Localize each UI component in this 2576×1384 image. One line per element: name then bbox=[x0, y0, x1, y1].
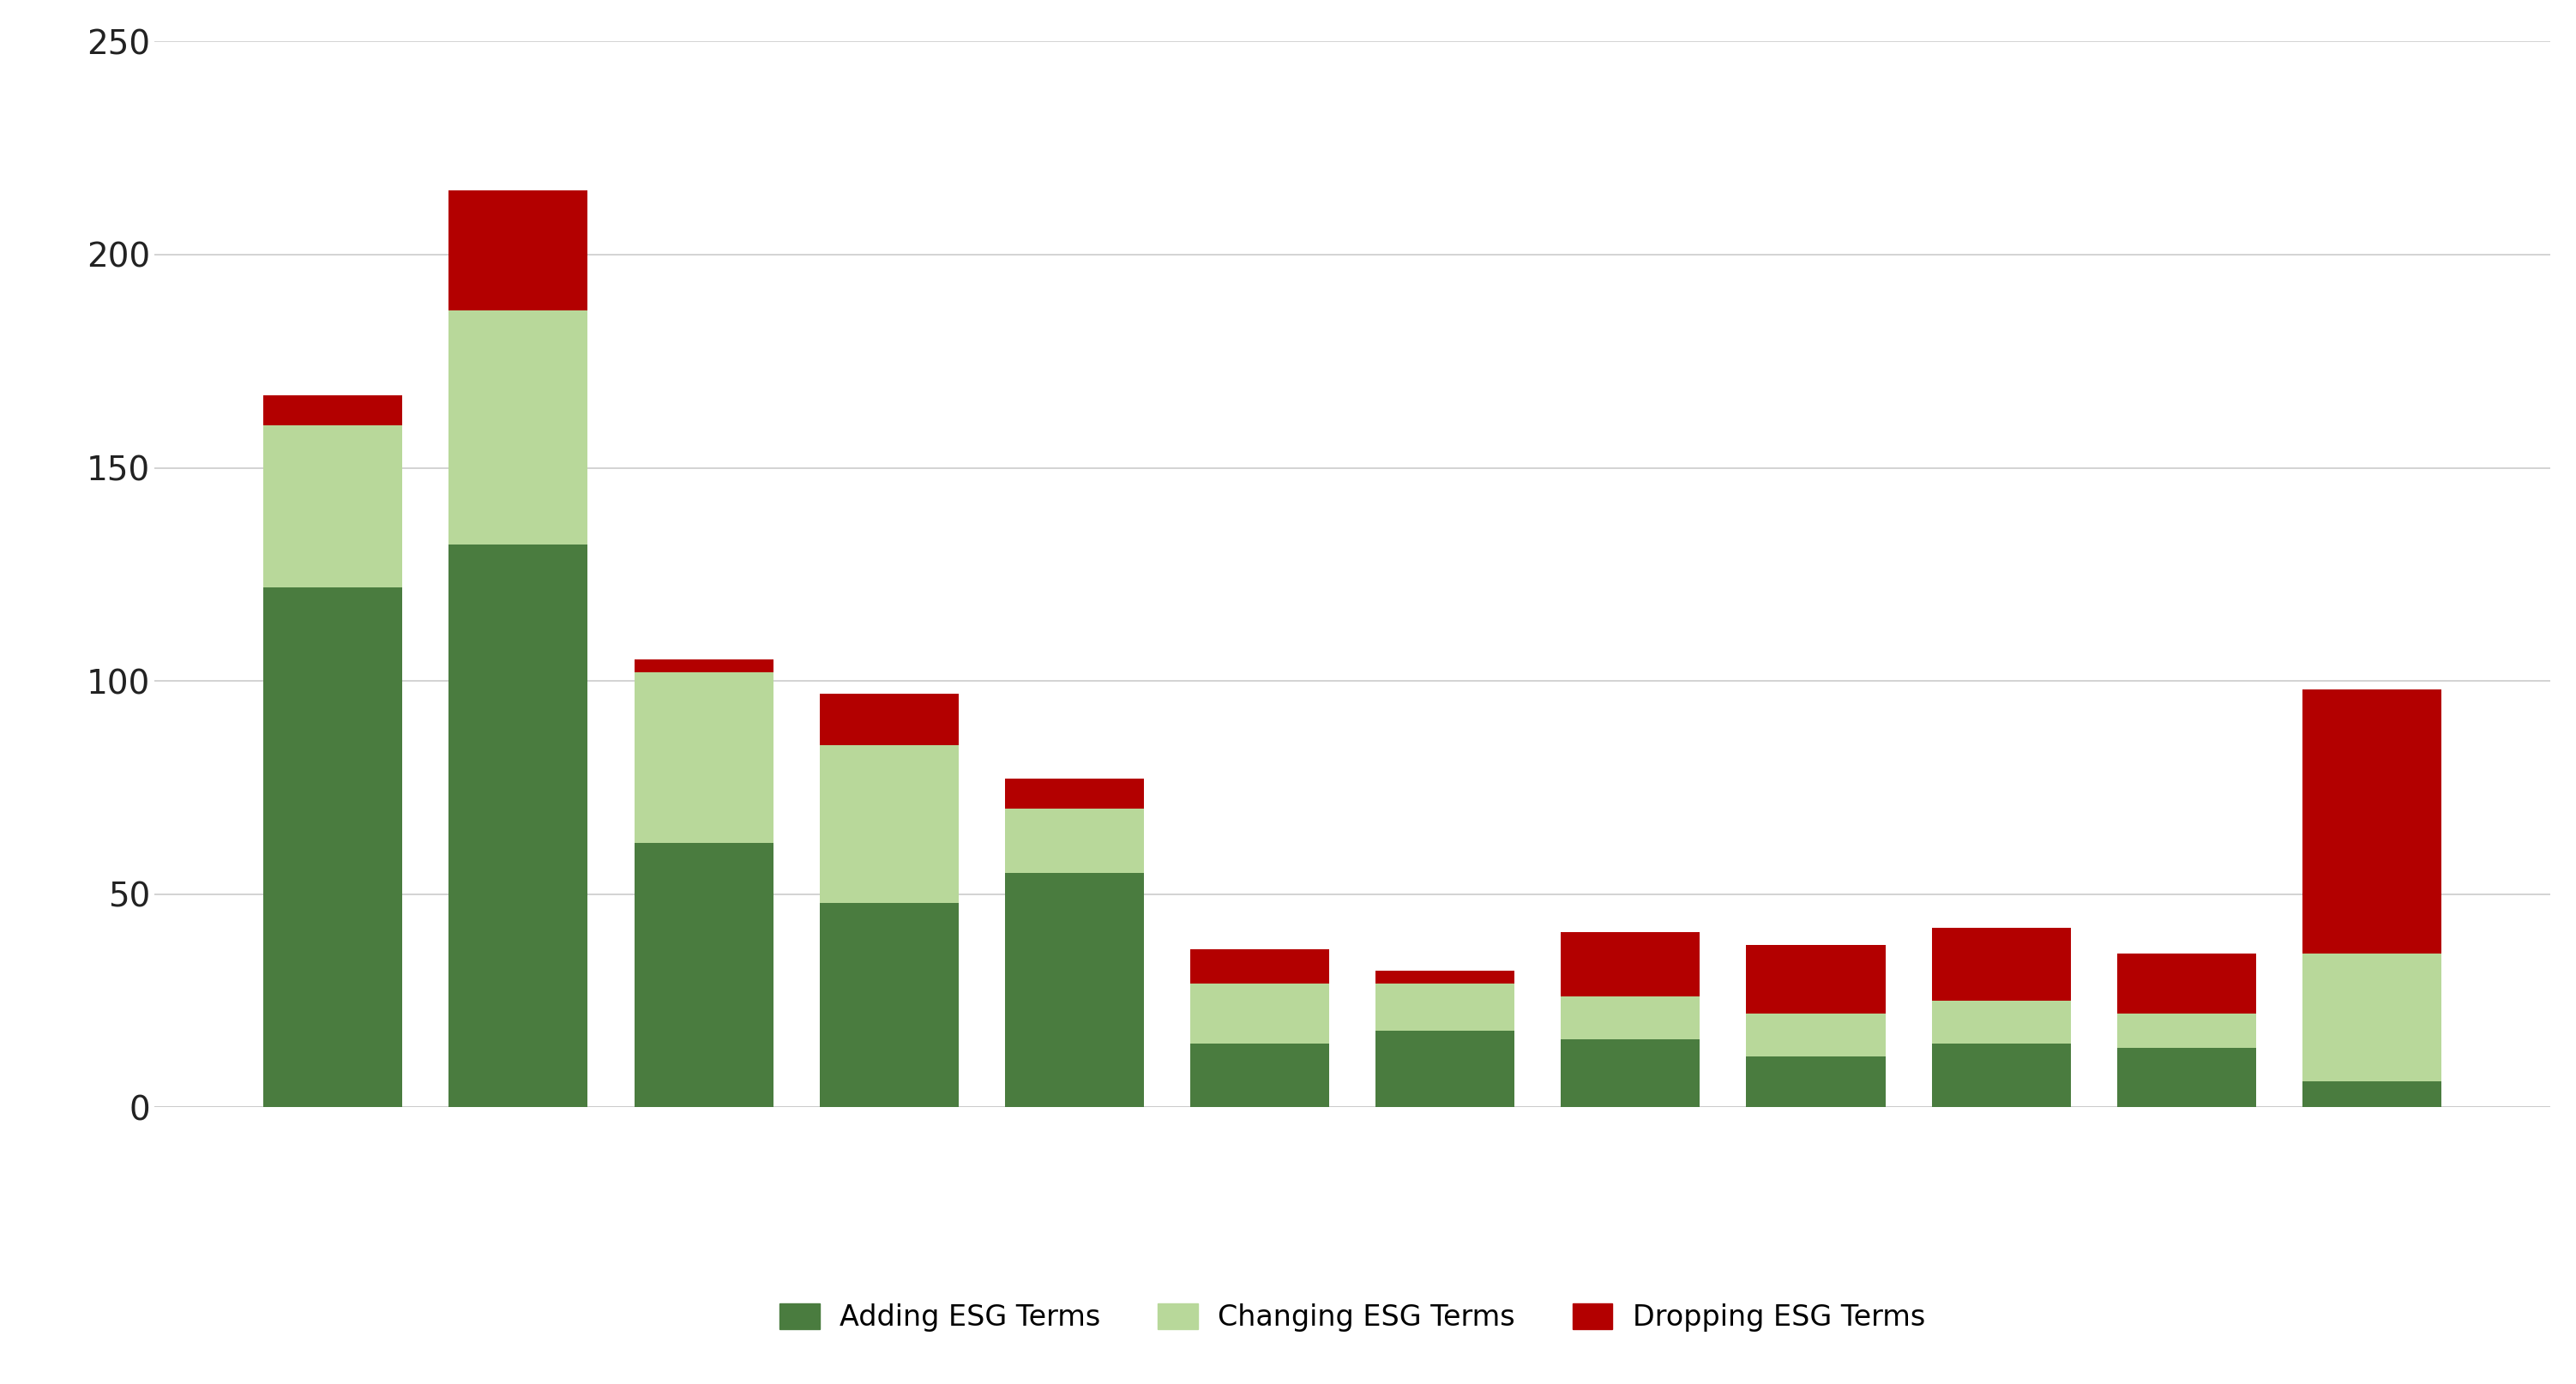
Bar bbox=[819, 693, 958, 745]
Bar bbox=[1376, 1031, 1515, 1107]
Bar bbox=[1747, 1013, 1886, 1056]
Bar bbox=[2117, 1013, 2257, 1048]
Bar bbox=[2303, 1082, 2442, 1107]
Bar bbox=[1190, 1044, 1329, 1107]
Bar bbox=[2303, 954, 2442, 1082]
Bar bbox=[448, 191, 587, 310]
Bar bbox=[1561, 1039, 1700, 1107]
Bar bbox=[263, 396, 402, 425]
Bar bbox=[1190, 949, 1329, 984]
Bar bbox=[2303, 689, 2442, 954]
Bar bbox=[819, 902, 958, 1107]
Bar bbox=[1747, 1056, 1886, 1107]
Bar bbox=[1747, 945, 1886, 1013]
Bar bbox=[1932, 929, 2071, 1001]
Bar bbox=[2117, 954, 2257, 1013]
Legend: Adding ESG Terms, Changing ESG Terms, Dropping ESG Terms: Adding ESG Terms, Changing ESG Terms, Dr… bbox=[768, 1293, 1937, 1344]
Bar bbox=[1005, 808, 1144, 873]
Bar bbox=[1932, 1001, 2071, 1044]
Bar bbox=[448, 544, 587, 1107]
Bar bbox=[1561, 996, 1700, 1039]
Bar bbox=[634, 843, 773, 1107]
Bar bbox=[634, 660, 773, 673]
Bar bbox=[1005, 873, 1144, 1107]
Bar bbox=[1190, 984, 1329, 1044]
Bar bbox=[1561, 933, 1700, 996]
Bar bbox=[1005, 779, 1144, 808]
Bar bbox=[1376, 984, 1515, 1031]
Bar bbox=[634, 673, 773, 843]
Bar bbox=[819, 745, 958, 902]
Bar bbox=[448, 310, 587, 544]
Bar bbox=[263, 587, 402, 1107]
Bar bbox=[1932, 1044, 2071, 1107]
Bar bbox=[263, 425, 402, 587]
Bar bbox=[1376, 970, 1515, 984]
Bar bbox=[2117, 1048, 2257, 1107]
